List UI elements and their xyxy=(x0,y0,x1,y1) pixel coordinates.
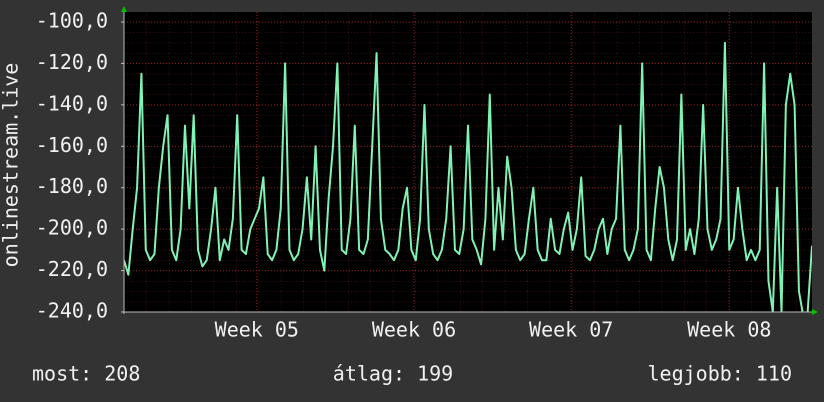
y-axis-label: onlinestream.live xyxy=(0,63,23,268)
y-tick-label: -100,0 xyxy=(36,9,108,33)
y-tick-label: -180,0 xyxy=(36,174,108,198)
legend-now: most: 208 xyxy=(32,362,140,386)
x-arrow xyxy=(812,309,818,315)
x-tick-label: Week 06 xyxy=(372,318,456,342)
y-tick-label: -200,0 xyxy=(36,216,108,240)
x-tick-label: Week 07 xyxy=(529,318,613,342)
series-line xyxy=(124,41,812,312)
minor-grid xyxy=(124,12,812,312)
legend-average: átlag: 199 xyxy=(333,362,453,386)
legend-best: legjobb: 110 xyxy=(648,362,793,386)
y-tick-label: -160,0 xyxy=(36,133,108,157)
y-tick-label: -120,0 xyxy=(36,50,108,74)
x-tick-label: Week 05 xyxy=(215,318,299,342)
y-arrow xyxy=(121,6,127,12)
y-tick-label: -240,0 xyxy=(36,299,108,323)
y-tick-label: -140,0 xyxy=(36,91,108,115)
x-tick-label: Week 08 xyxy=(687,318,771,342)
y-tick-label: -220,0 xyxy=(36,257,108,281)
